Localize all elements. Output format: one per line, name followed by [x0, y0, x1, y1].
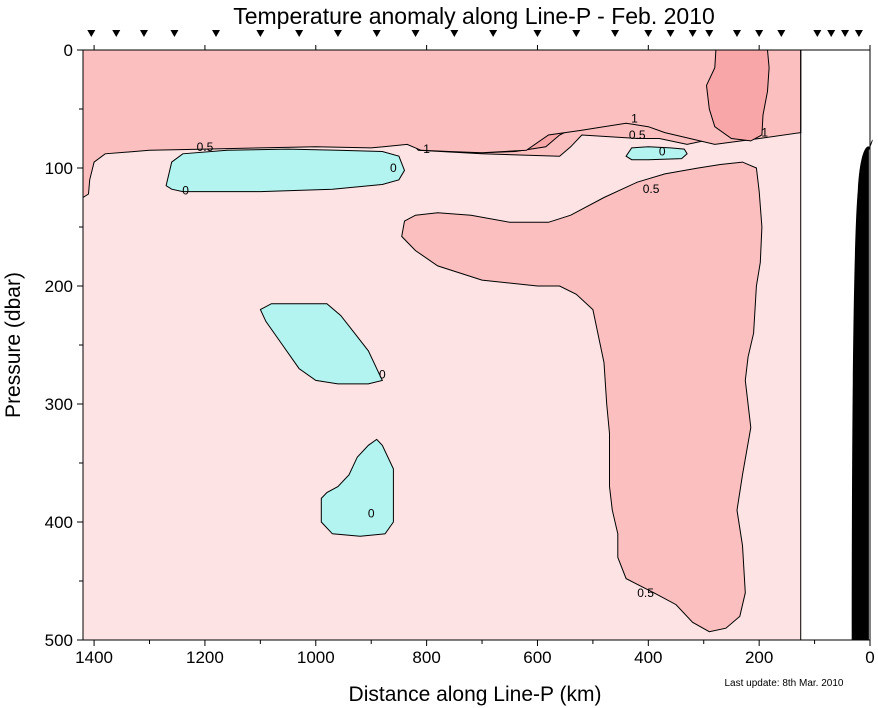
station-marker-6	[295, 30, 304, 37]
station-marker-1	[112, 30, 121, 37]
x-tick-label-6: 200	[745, 648, 773, 667]
contour-label-8: 0	[659, 144, 666, 158]
station-marker-17	[688, 30, 697, 37]
station-marker-2	[139, 30, 148, 37]
station-marker-10	[450, 30, 459, 37]
x-tick-label-7: 0	[865, 648, 874, 667]
station-marker-24	[841, 30, 850, 37]
station-marker-11	[489, 30, 498, 37]
station-marker-15	[644, 30, 653, 37]
station-marker-7	[333, 30, 342, 37]
contour-region-2	[82, 49, 802, 199]
contour-label-3: 0	[390, 161, 397, 175]
y-tick-label-3: 300	[45, 395, 73, 414]
x-tick-label-1: 1200	[186, 648, 224, 667]
station-marker-14	[611, 30, 620, 37]
x-tick-label-3: 800	[412, 648, 440, 667]
y-tick-label-2: 200	[45, 277, 73, 296]
station-marker-12	[533, 30, 542, 37]
station-marker-23	[827, 30, 836, 37]
contour-label-0: 0.5	[197, 140, 214, 154]
y-tick-label-0: 0	[64, 41, 73, 60]
station-marker-25	[854, 30, 863, 37]
contour-region-4	[401, 161, 763, 633]
station-marker-20	[755, 30, 764, 37]
contour-label-5: 0	[368, 507, 375, 521]
y-tick-label-5: 500	[45, 631, 73, 650]
x-tick-label-4: 600	[523, 648, 551, 667]
x-tick-label-2: 1000	[297, 648, 335, 667]
station-marker-21	[777, 30, 786, 37]
contour-label-1: 1	[423, 142, 430, 156]
contour-label-9: 0.5	[643, 182, 660, 196]
axes: 1400 1200 1000 800 600 400 200 0010020030040050…	[45, 41, 875, 667]
station-marker-16	[666, 30, 675, 37]
x-tick-label-5: 400	[634, 648, 662, 667]
station-marker-4	[212, 30, 221, 37]
station-marker-22	[813, 30, 822, 37]
station-marker-13	[572, 30, 581, 37]
x-axis-label: Distance along Line-P (km)	[349, 683, 602, 706]
contour-region-6	[259, 303, 384, 385]
contour-region-3	[705, 49, 770, 142]
station-marker-0	[87, 30, 96, 37]
x-tick-label-0: 1400	[75, 648, 113, 667]
contour-label-6: 1	[631, 111, 638, 125]
y-axis-label: Pressure (dbar)	[2, 272, 25, 418]
y-tick-label-4: 400	[45, 513, 73, 532]
station-marker-18	[705, 30, 714, 37]
last-update-note: Last update: 8th Mar. 2010	[725, 678, 844, 689]
station-marker-19	[732, 30, 741, 37]
contour-label-10: 0.5	[637, 586, 654, 600]
contour-label-2: 0	[182, 183, 189, 197]
y-tick-label-1: 100	[45, 159, 73, 178]
station-marker-8	[372, 30, 381, 37]
bathymetry-shape	[851, 139, 873, 641]
contour-fills	[82, 49, 802, 640]
station-marker-5	[256, 30, 265, 37]
station-markers	[87, 30, 863, 37]
contour-region-5	[165, 148, 406, 193]
station-marker-3	[170, 30, 179, 37]
contour-label-7: 0.5	[629, 128, 646, 142]
contour-labels: 0.5 1 0 0 0 0 1 0.5 0 0.5 0.5 1	[182, 111, 768, 599]
contour-label-11: 1	[761, 126, 768, 140]
bathymetry	[851, 139, 873, 641]
contour-label-4: 0	[379, 368, 386, 382]
contour-region-8	[625, 146, 688, 161]
contour-region-7	[320, 438, 394, 537]
station-marker-9	[411, 30, 420, 37]
chart-title: Temperature anomaly along Line-P - Feb. …	[233, 3, 715, 29]
